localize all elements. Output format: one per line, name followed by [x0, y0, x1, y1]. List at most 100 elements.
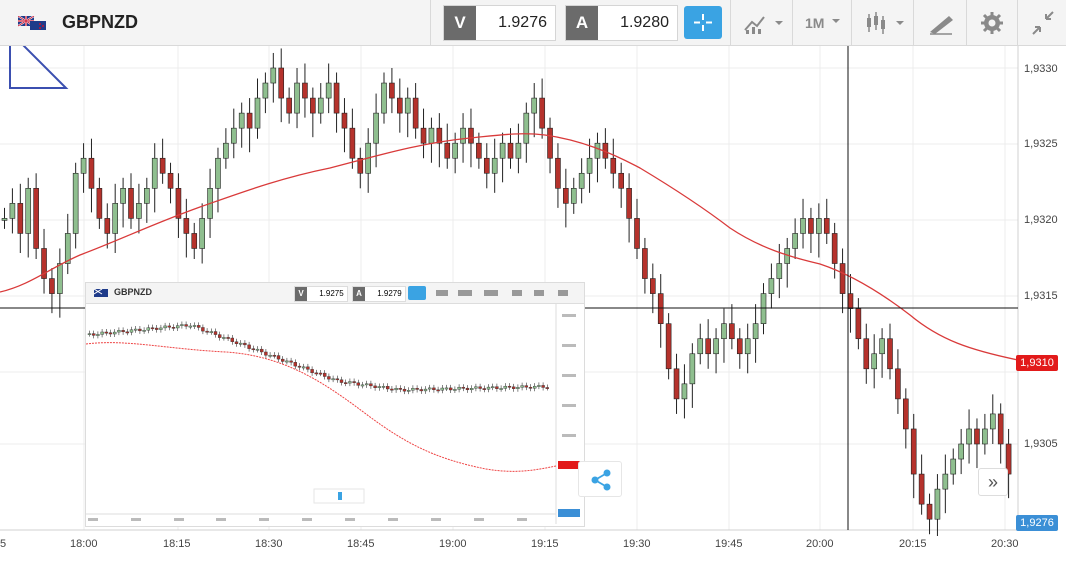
pencil-ruler-icon — [930, 16, 953, 35]
candle-body — [444, 142, 451, 159]
mini-candle-body — [293, 362, 298, 367]
mini-candle-body — [142, 330, 146, 332]
collapse-button[interactable] — [1030, 8, 1056, 38]
mini-candle-body — [356, 382, 360, 386]
mini-candle-body — [297, 365, 302, 368]
candle-body — [215, 157, 221, 189]
candle-body — [64, 233, 71, 264]
mini-candle-body — [226, 337, 230, 339]
mini-candle-body — [537, 385, 541, 387]
mini-candle-body — [217, 334, 222, 338]
mini-candle-body — [129, 329, 134, 333]
x-tick-label: 19:00 — [439, 538, 467, 550]
mini-candle-body — [335, 378, 340, 381]
candle-body — [792, 233, 798, 249]
candle-body — [389, 82, 395, 99]
mini-candle-body — [486, 386, 491, 390]
candle-body — [159, 157, 166, 174]
scroll-to-latest-button[interactable]: » — [978, 468, 1008, 496]
candle-body — [989, 413, 996, 430]
mini-candle-body — [377, 386, 381, 388]
toolbar-divider — [1017, 0, 1018, 46]
bid-price-button[interactable]: V 1.9276 — [443, 5, 556, 41]
thumbnail-ask-letter: A — [353, 287, 365, 301]
toolbar-divider — [851, 0, 852, 46]
mini-candle-body — [196, 325, 201, 328]
candle-body — [515, 142, 522, 159]
toolbar-divider — [430, 0, 431, 46]
mini-candle-body — [104, 331, 108, 334]
last-price-tag: 1,9276 — [1016, 515, 1058, 531]
mini-candle-body — [348, 381, 352, 384]
candlestick-series — [1, 48, 1012, 536]
candle-body — [871, 353, 877, 370]
mini-candle-body — [234, 341, 239, 344]
timeframe-dropdown[interactable]: 1M — [805, 8, 845, 38]
candle-body — [476, 142, 482, 159]
mini-candle-body — [423, 388, 428, 392]
ask-value: 1.9280 — [620, 14, 669, 31]
candle-body — [499, 142, 506, 159]
mini-candle-body — [322, 372, 327, 377]
x-tick-label: 18:30 — [255, 538, 283, 550]
chart-toolbar: GBPNZD V 1.9276 A 1.9280 1M — [0, 0, 1066, 46]
chart-thumbnail[interactable]: GBPNZD V 1.9275 A 1.9279 — [85, 282, 585, 527]
mini-candle-body — [280, 358, 285, 362]
candle-body — [816, 218, 822, 234]
indicators-button[interactable] — [742, 8, 788, 38]
bid-value: 1.9276 — [498, 14, 547, 31]
candle-body — [349, 127, 356, 159]
mini-candle-body — [222, 337, 226, 339]
candle-body — [736, 338, 743, 355]
mini-candle-body — [520, 385, 524, 388]
candle-body — [895, 368, 901, 400]
mini-candle-body — [238, 342, 243, 345]
toolbar-divider — [792, 0, 793, 46]
share-button[interactable] — [578, 461, 622, 497]
chart-type-button[interactable] — [864, 8, 908, 38]
candle-body — [578, 172, 585, 189]
candle-body — [539, 97, 545, 129]
y-tick-label: 1,9315 — [1024, 290, 1058, 302]
candle-body — [942, 473, 949, 490]
crosshair-icon — [694, 14, 712, 31]
mini-candle-body — [285, 360, 289, 363]
crosshair-button[interactable] — [684, 6, 722, 39]
settings-button[interactable] — [978, 8, 1006, 38]
candle-body — [57, 263, 63, 294]
candle-body — [507, 142, 514, 159]
candle-body — [966, 428, 972, 445]
candle-body — [563, 188, 569, 204]
candle-body — [800, 218, 806, 234]
mini-candle-body — [255, 348, 260, 351]
triangle-drawing[interactable] — [9, 46, 69, 89]
candle-body — [167, 172, 174, 189]
mini-candle-body — [247, 344, 251, 349]
mini-candle-body — [360, 384, 365, 387]
x-tick-label: 18:00 — [70, 538, 98, 550]
candle-body — [436, 127, 443, 144]
thumbnail-bid-letter: V — [295, 287, 307, 301]
candle-body — [657, 293, 664, 324]
mini-candle-body — [259, 348, 264, 353]
candle-body — [934, 488, 941, 520]
thumbnail-tool-icons — [436, 290, 568, 296]
candle-body — [768, 278, 775, 294]
mini-candle-body — [180, 324, 184, 326]
mini-candle-body — [175, 325, 180, 329]
mini-candle-body — [390, 388, 394, 391]
mini-candle-body — [444, 387, 449, 390]
mini-candle-body — [188, 325, 193, 328]
candle-body — [357, 157, 364, 174]
drawing-tools-button[interactable] — [927, 8, 955, 38]
candle-body — [175, 188, 182, 219]
mini-candle-body — [470, 388, 474, 391]
bid-letter: V — [444, 6, 476, 40]
candle-body — [982, 428, 988, 445]
candle-body — [570, 188, 577, 204]
mini-candle-body — [192, 325, 197, 327]
candle-body — [650, 278, 656, 294]
candle-body — [831, 233, 838, 264]
ask-price-button[interactable]: A 1.9280 — [565, 5, 678, 41]
mini-candle-body — [524, 385, 528, 388]
